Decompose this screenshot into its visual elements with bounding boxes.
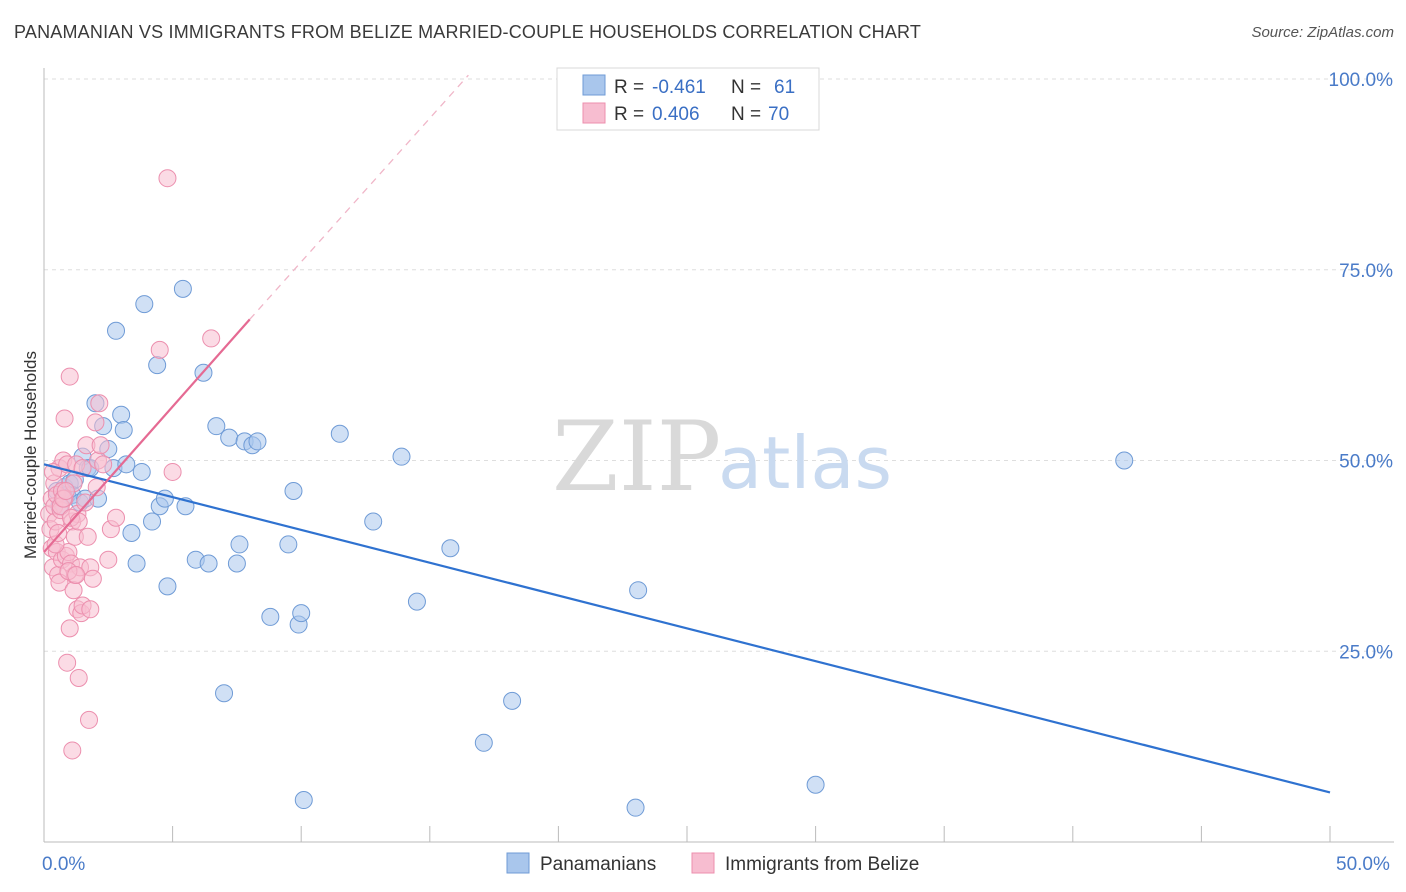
- point-panamanians-27: [158, 577, 177, 596]
- legend-r-value-0: -0.461: [652, 77, 706, 98]
- point-belize-48: [91, 436, 110, 455]
- point-panamanians-38: [227, 554, 246, 573]
- chart-source: Source: ZipAtlas.com: [1251, 24, 1394, 41]
- y-axis-label: Married-couple Households: [21, 351, 40, 559]
- point-panamanians-36: [215, 684, 234, 703]
- trend-lines: [43, 74, 1331, 794]
- legend-n-label-0: N =: [731, 77, 761, 98]
- x-tick-labels: 0.0% 50.0%: [42, 854, 1390, 875]
- watermark-atlas: atlas: [718, 421, 892, 505]
- point-belize-59: [56, 482, 75, 501]
- point-belize-50: [99, 550, 118, 569]
- point-panamanians-35: [207, 417, 226, 436]
- x-tick-label-min: 0.0%: [42, 854, 85, 875]
- y-tick-label-2: 50.0%: [1339, 452, 1393, 473]
- y-tick-label-3: 25.0%: [1339, 642, 1393, 663]
- point-belize-67: [163, 462, 182, 481]
- legend-r-label-0: R =: [614, 77, 644, 98]
- point-belize-47: [90, 394, 109, 413]
- series-legend-label-panamanians: Panamanians: [540, 854, 656, 875]
- legend-swatch-panamanians: [582, 74, 606, 96]
- point-panamanians-53: [441, 539, 460, 558]
- point-belize-16: [55, 409, 74, 428]
- point-panamanians-54: [474, 733, 493, 752]
- y-tick-labels: 100.0% 75.0% 50.0% 25.0%: [1329, 70, 1394, 663]
- point-panamanians-18: [114, 420, 133, 439]
- point-panamanians-30: [173, 279, 192, 298]
- point-panamanians-22: [132, 462, 151, 481]
- point-belize-44: [83, 569, 102, 588]
- watermark: ZIP atlas: [552, 401, 892, 513]
- point-panamanians-55: [503, 691, 522, 710]
- legend-n-label-1: N =: [731, 104, 761, 125]
- point-panamanians-56: [626, 798, 645, 817]
- point-belize-55: [49, 523, 68, 542]
- chart-title: PANAMANIAN VS IMMIGRANTS FROM BELIZE MAR…: [14, 22, 922, 42]
- point-panamanians-20: [122, 523, 141, 542]
- point-panamanians-44: [279, 535, 298, 554]
- point-belize-65: [150, 340, 169, 359]
- series-legend-swatch-panamanians: [506, 852, 530, 874]
- point-panamanians-42: [248, 432, 267, 451]
- trend-line-belize: [43, 318, 251, 553]
- point-panamanians-29: [107, 321, 126, 340]
- trend-line-panamanians: [43, 463, 1331, 794]
- point-panamanians-49: [330, 424, 349, 443]
- x-tick-label-max: 50.0%: [1336, 854, 1390, 875]
- point-belize-38: [76, 493, 95, 512]
- point-panamanians-51: [392, 447, 411, 466]
- legend-swatch-belize: [582, 102, 606, 124]
- point-panamanians-50: [364, 512, 383, 531]
- point-panamanians-57: [629, 581, 648, 600]
- point-panamanians-34: [199, 554, 218, 573]
- point-panamanians-23: [143, 512, 162, 531]
- point-belize-64: [69, 512, 88, 531]
- point-belize-42: [81, 600, 100, 619]
- point-panamanians-21: [127, 554, 146, 573]
- point-belize-63: [67, 565, 86, 584]
- point-belize-41: [80, 710, 99, 729]
- point-panamanians-37: [220, 428, 239, 447]
- series-legend-label-belize: Immigrants from Belize: [725, 854, 919, 875]
- point-panamanians-52: [407, 592, 426, 611]
- point-belize-68: [202, 329, 221, 348]
- point-belize-40: [78, 527, 97, 546]
- point-belize-52: [107, 508, 126, 527]
- legend-r-label-1: R =: [614, 104, 644, 125]
- point-belize-22: [60, 367, 79, 386]
- point-belize-20: [58, 653, 77, 672]
- gridlines: [44, 78, 1394, 652]
- point-panamanians-28: [135, 295, 154, 314]
- y-tick-label-0: 100.0%: [1329, 70, 1394, 91]
- point-belize-33: [69, 668, 88, 687]
- watermark-zip: ZIP: [552, 401, 721, 513]
- point-belize-66: [158, 169, 177, 188]
- point-panamanians-58: [806, 775, 825, 794]
- point-belize-45: [86, 413, 105, 432]
- point-panamanians-39: [230, 535, 249, 554]
- point-panamanians-47: [292, 604, 311, 623]
- point-panamanians-24: [148, 356, 167, 375]
- point-panamanians-45: [284, 482, 303, 501]
- series-legend: Panamanians Immigrants from Belize: [506, 852, 919, 875]
- axes: [43, 68, 1394, 843]
- point-panamanians-59: [1115, 451, 1134, 470]
- legend-r-value-1: 0.406: [652, 104, 700, 125]
- trend-line-belize-extension: [249, 74, 469, 320]
- point-belize-49: [94, 455, 113, 474]
- point-panamanians-43: [261, 607, 280, 626]
- point-belize-25: [63, 741, 82, 760]
- y-tick-label-1: 75.0%: [1339, 261, 1393, 282]
- point-panamanians-19: [117, 455, 136, 474]
- correlation-legend: R = -0.461 N = 61 R = 0.406 N = 70: [556, 67, 820, 131]
- legend-n-value-0: 61: [774, 77, 795, 98]
- legend-n-value-1: 70: [768, 104, 789, 125]
- point-panamanians-17: [112, 405, 131, 424]
- point-belize-23: [60, 619, 79, 638]
- series-legend-swatch-belize: [691, 852, 715, 874]
- point-belize-62: [64, 581, 83, 600]
- point-panamanians-48: [294, 791, 313, 810]
